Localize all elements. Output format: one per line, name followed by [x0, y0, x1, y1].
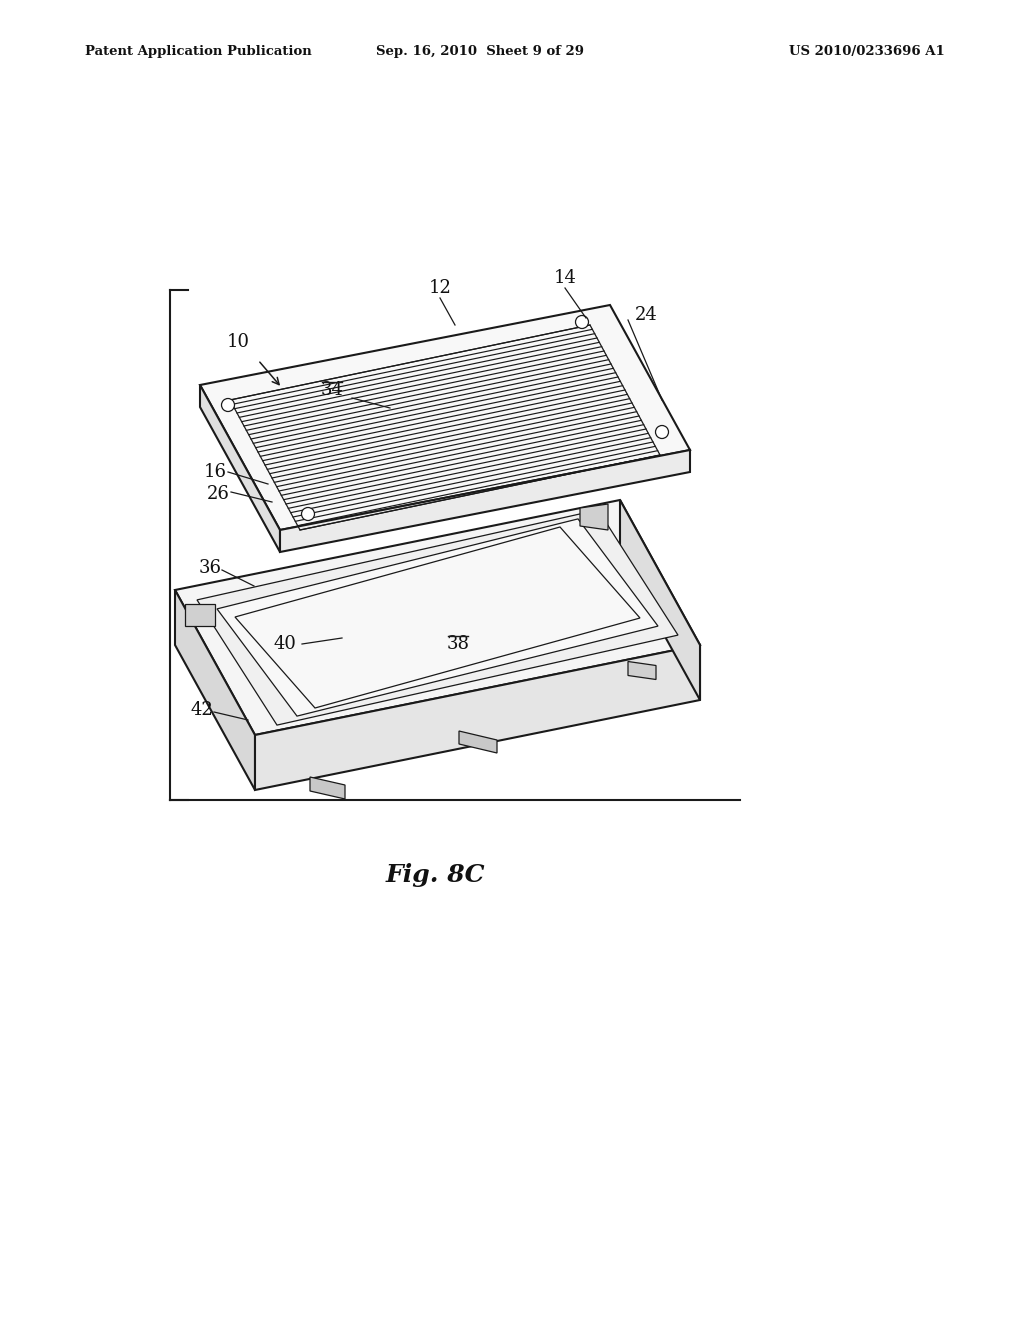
Text: 10: 10	[226, 333, 250, 351]
Polygon shape	[280, 450, 690, 552]
Text: Sep. 16, 2010  Sheet 9 of 29: Sep. 16, 2010 Sheet 9 of 29	[376, 45, 584, 58]
Polygon shape	[175, 500, 700, 735]
Text: 38: 38	[446, 635, 469, 653]
Polygon shape	[197, 510, 678, 725]
Circle shape	[301, 507, 314, 520]
Text: 16: 16	[204, 463, 226, 480]
Polygon shape	[175, 590, 255, 789]
Polygon shape	[255, 645, 700, 789]
Polygon shape	[217, 519, 658, 715]
Polygon shape	[310, 777, 345, 799]
Text: US 2010/0233696 A1: US 2010/0233696 A1	[790, 45, 945, 58]
Circle shape	[575, 315, 589, 329]
Text: 14: 14	[554, 269, 577, 286]
Polygon shape	[200, 385, 280, 552]
Text: 12: 12	[429, 279, 452, 297]
Text: 24: 24	[635, 306, 657, 323]
Circle shape	[221, 399, 234, 412]
Text: 42: 42	[190, 701, 213, 719]
Text: Patent Application Publication: Patent Application Publication	[85, 45, 311, 58]
Text: 34: 34	[321, 381, 343, 399]
Text: 40: 40	[273, 635, 296, 653]
Text: Fig. 8C: Fig. 8C	[385, 863, 484, 887]
Polygon shape	[200, 305, 690, 531]
Polygon shape	[459, 731, 497, 752]
Polygon shape	[234, 527, 640, 708]
Polygon shape	[620, 500, 700, 700]
Polygon shape	[580, 504, 608, 531]
Text: 36: 36	[199, 558, 221, 577]
Polygon shape	[628, 661, 656, 680]
Text: 26: 26	[207, 484, 229, 503]
Polygon shape	[185, 605, 215, 626]
Circle shape	[655, 425, 669, 438]
